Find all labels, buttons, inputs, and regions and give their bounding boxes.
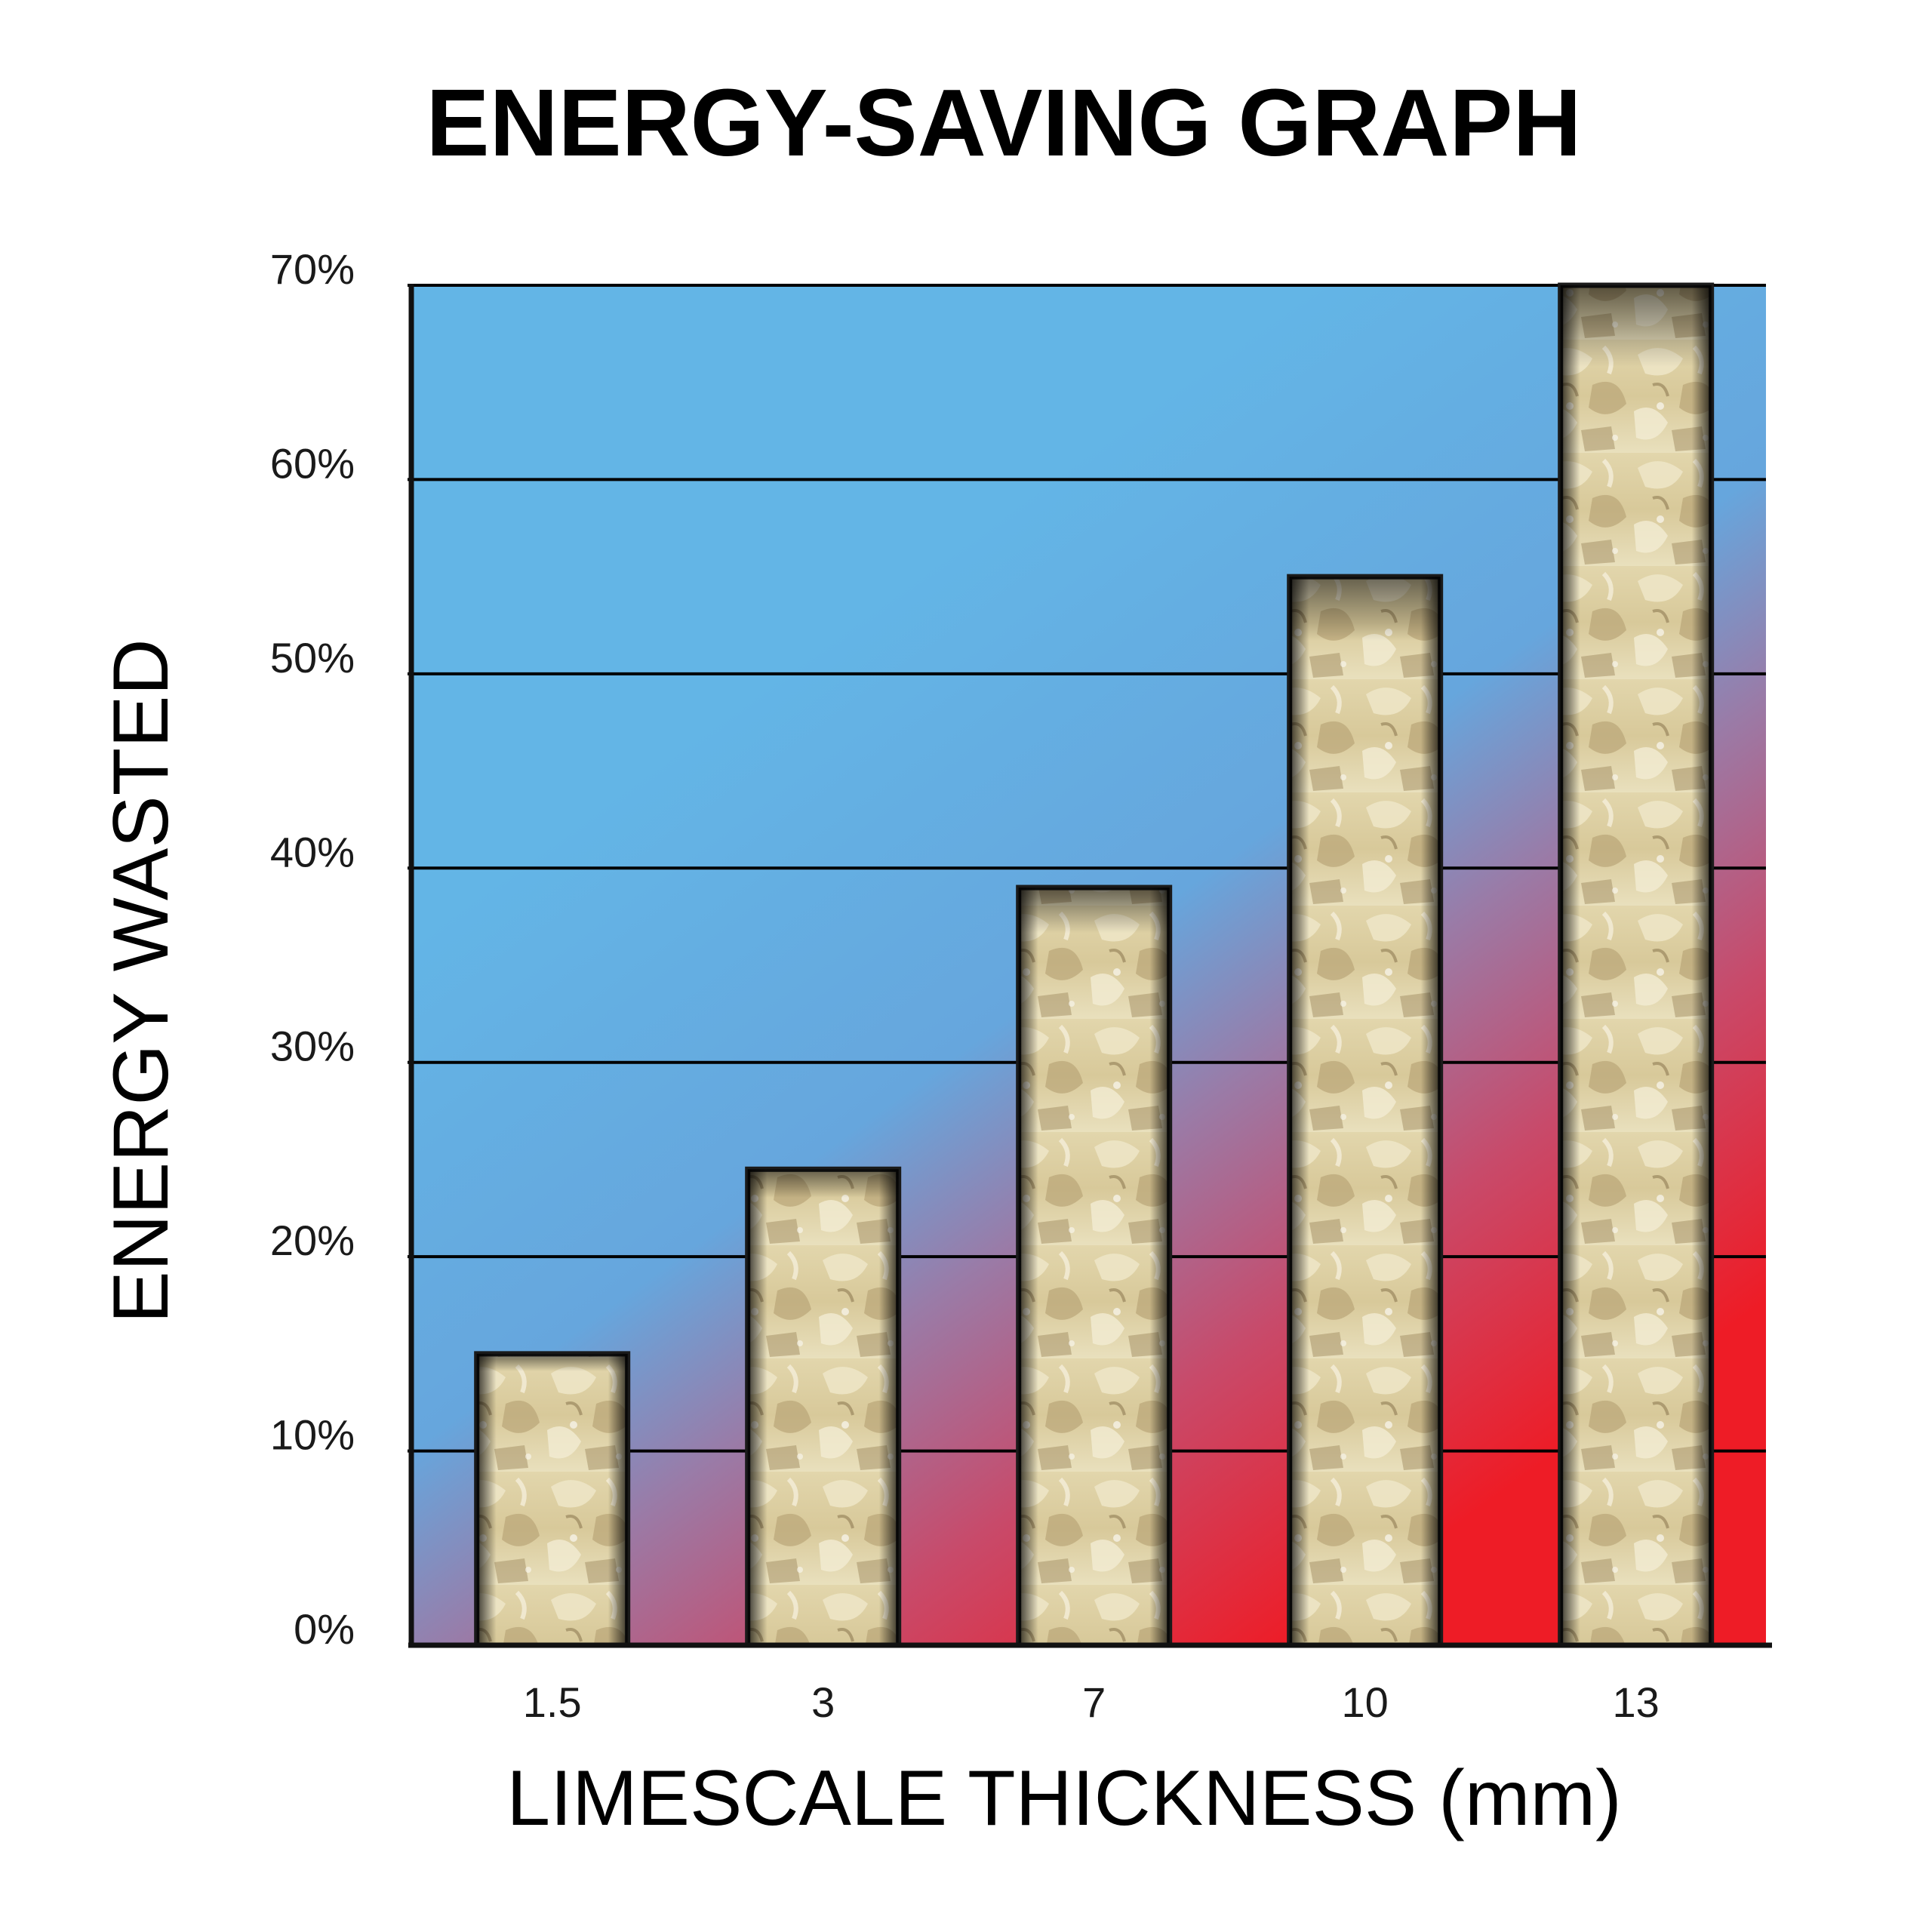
y-tick-label: 0% — [294, 1605, 355, 1653]
x-tick-label: 1.5 — [523, 1678, 582, 1726]
x-tick-label: 7 — [1082, 1678, 1106, 1726]
y-tick-label: 10% — [270, 1411, 355, 1459]
y-tick-label: 20% — [270, 1217, 355, 1264]
y-tick-label: 60% — [270, 439, 355, 487]
x-axis-ticks: 1.5 3 7 10 13 — [523, 1678, 1660, 1726]
y-tick-label: 40% — [270, 828, 355, 875]
bar-shade-top — [1560, 285, 1712, 1645]
bar-shade-top — [1289, 577, 1441, 1646]
bars — [474, 282, 1715, 1648]
x-tick-label: 13 — [1613, 1678, 1660, 1726]
y-tick-label: 70% — [270, 245, 355, 293]
x-axis-label: LIMESCALE THICKNESS (mm) — [506, 1755, 1621, 1842]
chart-title: ENERGY-SAVING GRAPH — [426, 69, 1582, 176]
bar-shade-top — [476, 1353, 628, 1645]
y-tick-label: 30% — [270, 1023, 355, 1070]
bar-shade-top — [1018, 888, 1170, 1645]
bar-shade-top — [747, 1169, 899, 1645]
y-axis-ticks: 0% 10% 20% 30% 40% 50% 60% 70% — [270, 245, 355, 1653]
y-axis-label: ENERGY WASTED — [97, 638, 185, 1323]
y-tick-label: 50% — [270, 634, 355, 681]
x-tick-label: 3 — [811, 1678, 835, 1726]
x-tick-label: 10 — [1342, 1678, 1389, 1726]
